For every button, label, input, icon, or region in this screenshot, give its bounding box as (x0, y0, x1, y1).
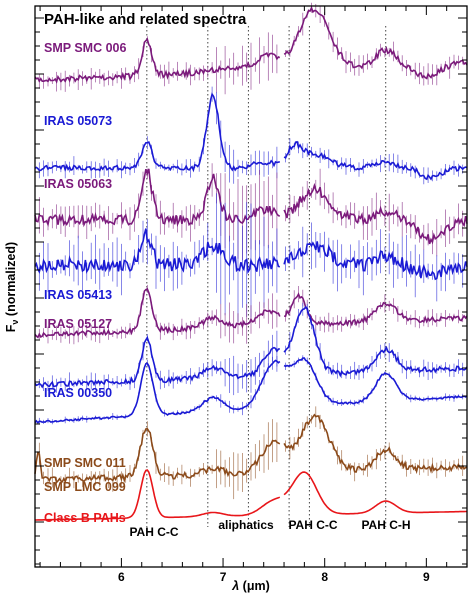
y-axis-label: Fν (normalized) (4, 242, 20, 332)
feature-lines (146, 26, 387, 527)
series-line-6-b (283, 305, 468, 378)
series-line-10-b (283, 471, 467, 515)
spectra-curves (34, 2, 468, 521)
x-tick-labels: 6 7 8 9 (118, 570, 430, 584)
series-line-10 (35, 469, 281, 521)
feature-label-2: PAH C-C (288, 518, 337, 532)
feature-label-1: aliphatics (218, 518, 274, 532)
x-tick-label: 9 (423, 570, 430, 584)
series-line-1 (34, 92, 280, 173)
series-label-2: IRAS 05063 (44, 177, 112, 191)
series-label-1: IRAS 05073 (44, 114, 112, 128)
series-label-5: IRAS 05127 (44, 317, 112, 331)
series-label-0: SMP SMC 006 (44, 41, 126, 55)
series-labels: SMP SMC 006 IRAS 05073 IRAS 05063 IRAS 0541… (44, 41, 126, 525)
feature-label-3: PAH C-H (361, 518, 410, 532)
series-line-1-b (283, 140, 468, 181)
plot-frame (34, 5, 468, 568)
x-axis-label: λ (μm) (231, 579, 270, 593)
chart-title: PAH-like and related spectra (44, 11, 247, 28)
x-tick-label: 7 (220, 570, 227, 584)
series-line-9-b (283, 413, 468, 475)
series-line-3 (34, 228, 281, 275)
series-line-2 (34, 168, 281, 228)
series-line-7-b (283, 357, 468, 405)
series-label-4: IRAS 05413 (44, 288, 112, 302)
series-line-2-b (283, 182, 468, 245)
series-line-9 (34, 427, 281, 484)
series-line-5-b (284, 292, 468, 328)
x-tick-label: 6 (118, 570, 125, 584)
series-line-3-b (283, 241, 468, 281)
series-label-10: Class B PAHs (44, 511, 126, 525)
series-label-8: SMP SMC 011 (44, 456, 126, 470)
series-label-9: SMP LMC 099 (44, 480, 126, 494)
series-line-5 (34, 287, 281, 339)
axis-ticks (35, 6, 468, 567)
series-line-0-b (283, 5, 468, 80)
series-line-0 (34, 37, 281, 84)
feature-labels: PAH C-C aliphatics PAH C-C PAH C-H (129, 518, 410, 539)
series-line-6 (34, 335, 280, 389)
x-tick-label: 8 (321, 570, 328, 584)
series-label-7: IRAS 00350 (44, 386, 112, 400)
feature-label-0: PAH C-C (129, 525, 178, 539)
series-line-7 (34, 359, 281, 424)
